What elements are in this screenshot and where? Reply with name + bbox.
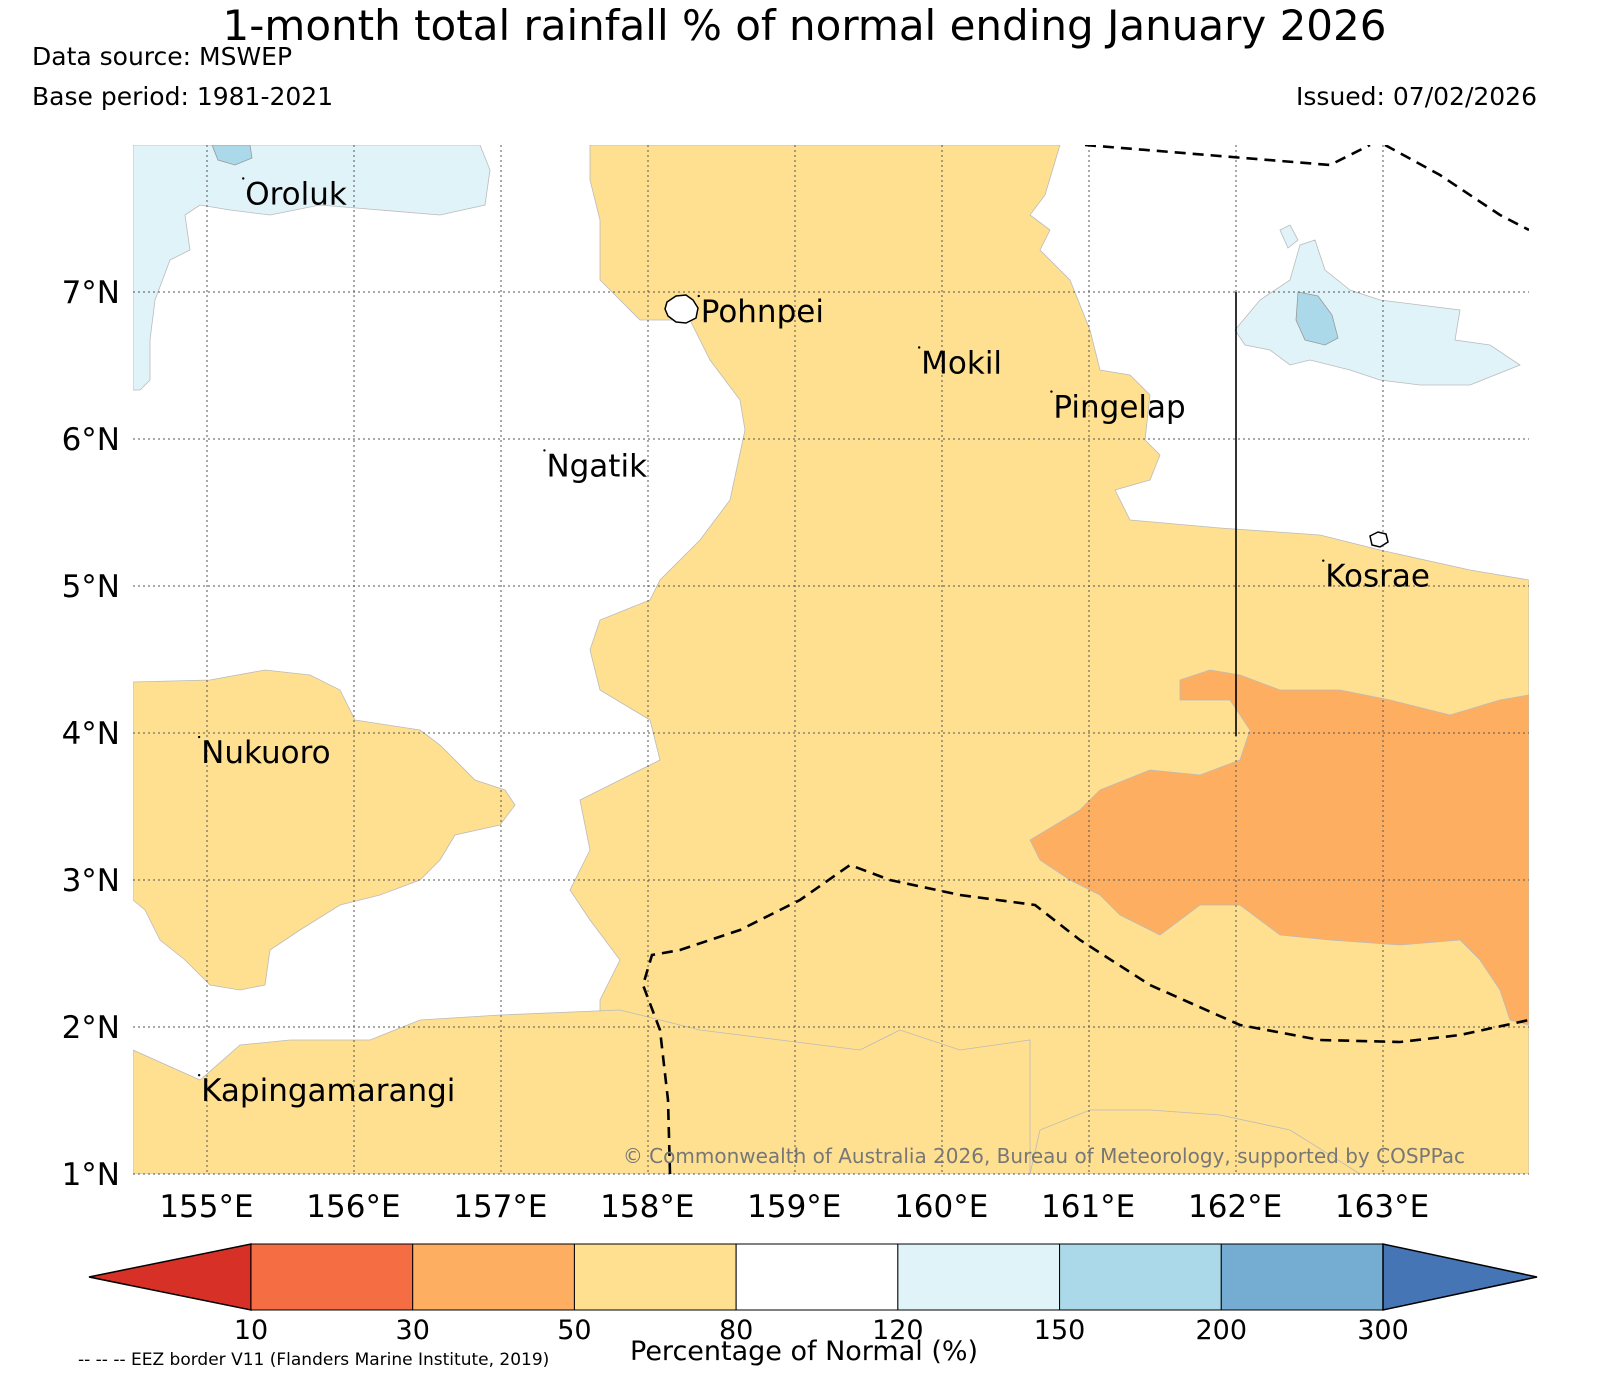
lat-tick-label: 1°N xyxy=(62,1157,120,1193)
lon-tick-label: 162°E xyxy=(1188,1189,1282,1225)
kosrae-island xyxy=(1369,531,1389,548)
place-labels: Oroluk Pohnpei Mokil Pingelap Ngatik Kosrae Nu… xyxy=(197,176,1430,1109)
lon-tick-label: 159°E xyxy=(747,1189,841,1225)
rainfall-fields xyxy=(133,145,1529,1174)
lat-tick-label: 4°N xyxy=(62,716,120,752)
lon-tick-label: 158°E xyxy=(600,1189,694,1225)
colorbar-title: Percentage of Normal (%) xyxy=(630,1336,979,1367)
lon-tick-label: 161°E xyxy=(1041,1189,1135,1225)
place-marker xyxy=(1322,559,1325,562)
place-marker xyxy=(197,1073,201,1077)
colorbar-tick-label: 120 xyxy=(872,1315,924,1346)
place-marker xyxy=(197,735,201,739)
colorbar-segment xyxy=(573,1243,737,1311)
lon-tick-label: 160°E xyxy=(894,1189,988,1225)
region-150-200-east xyxy=(1295,291,1339,346)
lon-tick-label: 163°E xyxy=(1335,1189,1429,1225)
region-150-200-northwest xyxy=(211,145,253,166)
colorbar-extend-high xyxy=(1382,1243,1538,1311)
colorbar-tick-label: 30 xyxy=(396,1315,430,1346)
eez-legend-note: -- -- -- EEZ border V11 (Flanders Marine… xyxy=(78,1350,550,1370)
colorbar-segment xyxy=(1220,1243,1384,1311)
region-120-150-northwest xyxy=(133,145,491,391)
colorbar-tick-label: 10 xyxy=(234,1315,268,1346)
colorbar-segment xyxy=(897,1243,1061,1311)
lat-tick-label: 2°N xyxy=(62,1010,120,1046)
region-120-150-islet xyxy=(1279,224,1299,249)
colorbar-tick-label: 300 xyxy=(1357,1315,1409,1346)
region-120-150-east xyxy=(1234,239,1521,386)
copyright-text: © Commonwealth of Australia 2026, Bureau… xyxy=(623,1144,1465,1168)
latitude-labels: 1°N 2°N 3°N 4°N 5°N 6°N 7°N xyxy=(62,275,120,1193)
lon-tick-label: 156°E xyxy=(306,1189,400,1225)
place-marker xyxy=(697,294,700,298)
colorbar-tick-label: 200 xyxy=(1196,1315,1248,1346)
lat-tick-label: 6°N xyxy=(62,422,120,458)
lon-tick-label: 157°E xyxy=(453,1189,547,1225)
place-label-kosrae: Kosrae xyxy=(1325,559,1430,595)
colorbar-tick-label: 150 xyxy=(1034,1315,1086,1346)
region-50-80-west xyxy=(133,669,516,991)
lon-tick-label: 155°E xyxy=(159,1189,253,1225)
colorbar xyxy=(88,1243,1538,1311)
base-period-label: Base period: 1981-2021 xyxy=(32,82,334,111)
place-label-nukuoro: Nukuoro xyxy=(201,735,330,771)
colorbar-extend-low xyxy=(88,1243,252,1311)
eez-borders xyxy=(641,145,1529,1174)
colorbar-tick-label: 80 xyxy=(719,1315,753,1346)
place-marker xyxy=(1050,390,1053,393)
lat-tick-label: 3°N xyxy=(62,863,120,899)
colorbar-tick-label: 50 xyxy=(557,1315,591,1346)
colorbar-tick-labels: 10 30 50 80 120 150 200 300 xyxy=(234,1315,1409,1346)
region-30-50 xyxy=(1029,669,1529,1026)
lat-tick-label: 5°N xyxy=(62,569,120,605)
place-marker xyxy=(242,177,245,180)
region-50-80-south xyxy=(133,1009,1031,1174)
place-label-mokil: Mokil xyxy=(921,346,1002,382)
place-marker xyxy=(917,346,921,349)
place-label-kapingamarangi: Kapingamarangi xyxy=(201,1073,455,1109)
colorbar-segment xyxy=(412,1243,575,1311)
islands xyxy=(664,294,1389,548)
lat-tick-label: 7°N xyxy=(62,275,120,311)
place-label-pohnpei: Pohnpei xyxy=(701,294,824,330)
issued-date-label: Issued: 07/02/2026 xyxy=(1296,82,1537,111)
pohnpei-island xyxy=(664,294,699,324)
colorbar-segment xyxy=(250,1243,414,1311)
place-label-pingelap: Pingelap xyxy=(1053,390,1185,426)
place-marker xyxy=(543,449,546,452)
colorbar-segment xyxy=(735,1243,899,1311)
colorbar-segment xyxy=(1059,1243,1222,1311)
longitude-labels: 155°E 156°E 157°E 158°E 159°E 160°E 161°E 162°E… xyxy=(159,1189,1429,1225)
place-label-oroluk: Oroluk xyxy=(245,176,347,212)
map-title: 1-month total rainfall % of normal endin… xyxy=(222,1,1387,50)
place-label-ngatik: Ngatik xyxy=(546,448,647,484)
data-source-label: Data source: MSWEP xyxy=(32,42,293,71)
